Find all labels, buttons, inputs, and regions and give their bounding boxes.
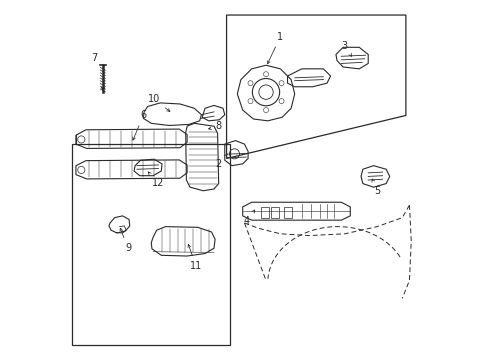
Text: 8: 8 <box>208 121 221 131</box>
Bar <box>260 207 268 218</box>
Bar <box>271 207 279 218</box>
Text: 3: 3 <box>341 41 351 56</box>
Text: 7: 7 <box>91 53 98 63</box>
Text: 6: 6 <box>132 111 146 140</box>
Text: 1: 1 <box>267 32 283 64</box>
Text: 9: 9 <box>120 228 131 253</box>
Text: 2: 2 <box>215 154 226 169</box>
Text: 11: 11 <box>187 244 202 271</box>
Bar <box>284 207 291 218</box>
Bar <box>72 144 230 345</box>
Text: 12: 12 <box>148 172 163 188</box>
Text: 4: 4 <box>243 210 254 226</box>
Text: 10: 10 <box>148 94 169 112</box>
Text: 5: 5 <box>371 179 380 196</box>
